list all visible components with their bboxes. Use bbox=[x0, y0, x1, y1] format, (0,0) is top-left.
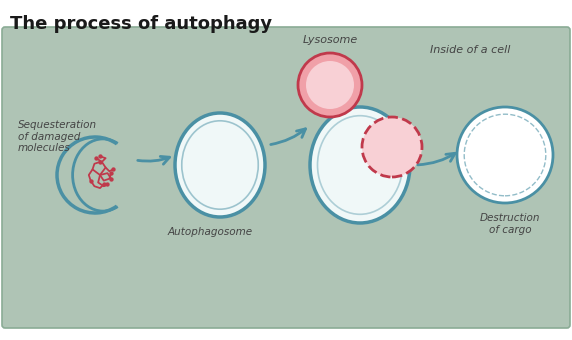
Text: Inside of a cell: Inside of a cell bbox=[430, 45, 510, 55]
Circle shape bbox=[298, 53, 362, 117]
Circle shape bbox=[362, 117, 422, 177]
Text: Sequesteration
of damaged
molecules: Sequesteration of damaged molecules bbox=[18, 120, 97, 153]
Ellipse shape bbox=[175, 113, 265, 217]
Circle shape bbox=[306, 61, 354, 109]
Text: Destruction
of cargo: Destruction of cargo bbox=[480, 213, 540, 235]
Circle shape bbox=[457, 107, 553, 203]
Text: Autophagosome: Autophagosome bbox=[168, 227, 253, 237]
Ellipse shape bbox=[310, 107, 410, 223]
Text: The process of autophagy: The process of autophagy bbox=[10, 15, 272, 33]
FancyBboxPatch shape bbox=[2, 27, 570, 328]
Text: Lysosome: Lysosome bbox=[303, 35, 358, 45]
